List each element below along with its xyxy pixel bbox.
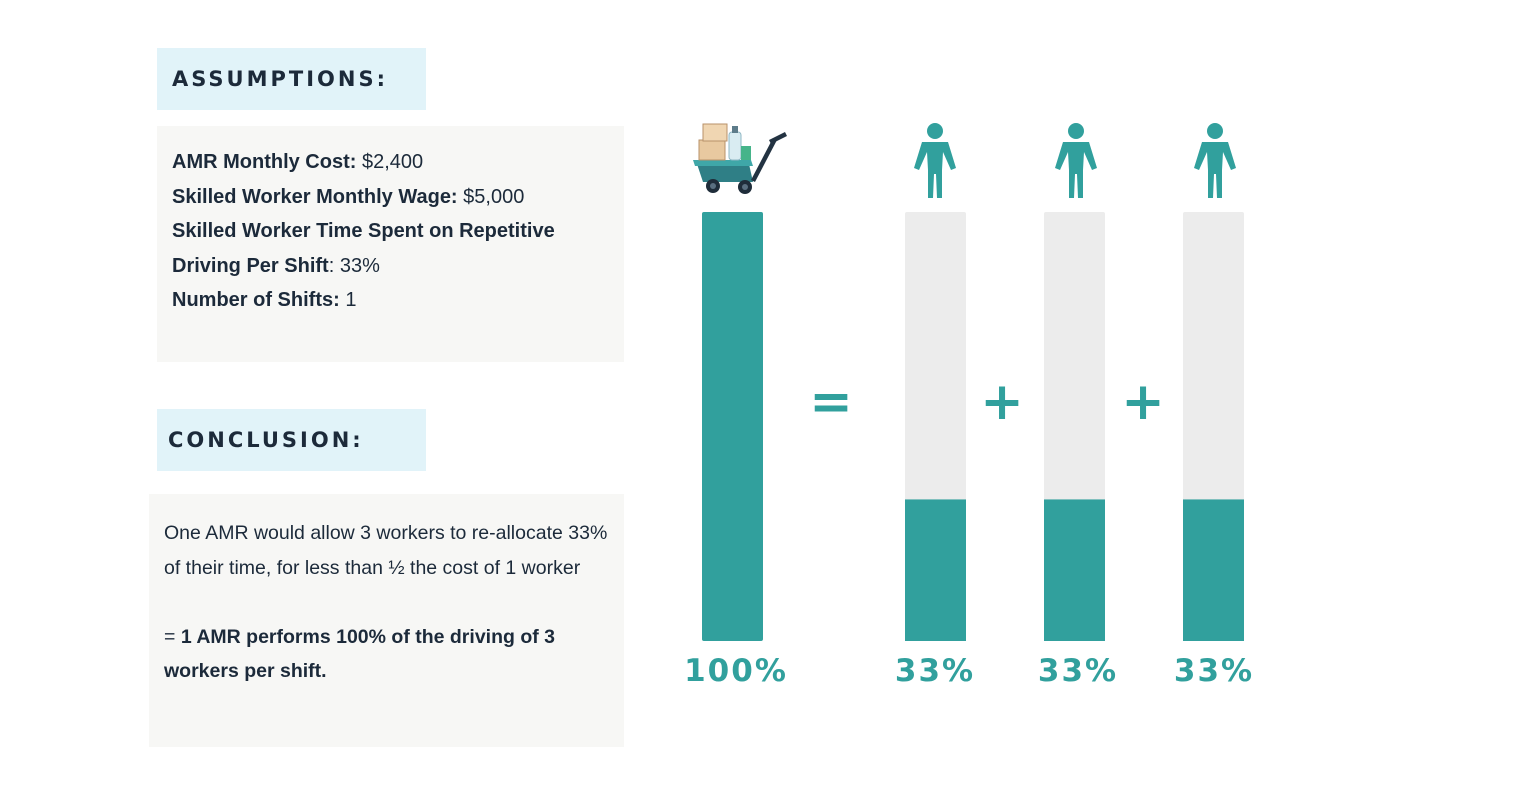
bar-value-label: 33%: [895, 653, 975, 689]
bar-value-label: 100%: [684, 653, 788, 689]
conclusion-text: One AMR would allow 3 workers to re-allo…: [164, 522, 608, 579]
assumption-line-shifts: Number of Shifts: 1: [172, 283, 624, 318]
assumption-line-time-spent: Skilled Worker Time Spent on Repetitive: [172, 214, 624, 249]
bar-value-label: 33%: [1038, 653, 1118, 689]
bar: [702, 212, 763, 641]
assumption-line-amr-cost: AMR Monthly Cost: $2,400: [172, 145, 624, 180]
person-icon: [914, 123, 956, 198]
bar: [1044, 499, 1105, 641]
conclusion-title: CONCLUSION:: [168, 428, 364, 452]
bar: [905, 499, 966, 641]
plus-sign: +: [980, 372, 1024, 432]
assumption-value: $5,000: [457, 185, 525, 208]
equals-sign: =: [809, 372, 853, 432]
assumption-value: : 33%: [328, 254, 380, 277]
plus-sign: +: [1121, 372, 1165, 432]
conclusion-bold-text: 1 AMR performs 100% of the driving of 3 …: [164, 625, 555, 683]
amr-cart-icon: [693, 123, 787, 194]
assumption-line-worker-wage: Skilled Worker Monthly Wage: $5,000: [172, 180, 624, 215]
conclusion-summary: = 1 AMR performs 100% of the driving of …: [164, 620, 609, 689]
conclusion-header: CONCLUSION:: [157, 409, 426, 471]
bar-value-label: 33%: [1174, 653, 1254, 689]
chart-layer: 100% 33% 33% 33% = + +: [684, 123, 1254, 689]
person-icon: [1055, 123, 1097, 198]
assumption-label: Number of Shifts:: [172, 289, 340, 311]
assumption-label: Skilled Worker Time Spent on Repetitive: [172, 220, 555, 242]
conclusion-panel: One AMR would allow 3 workers to re-allo…: [149, 494, 624, 747]
assumptions-title: ASSUMPTIONS:: [172, 67, 388, 91]
person-icon: [1194, 123, 1236, 198]
bar: [1183, 499, 1244, 641]
assumption-label: Driving Per Shift: [172, 254, 329, 277]
assumption-label: Skilled Worker Monthly Wage:: [172, 185, 458, 208]
assumption-label: AMR Monthly Cost:: [172, 151, 357, 173]
assumptions-header: ASSUMPTIONS:: [157, 48, 426, 110]
assumption-value: $2,400: [356, 151, 424, 173]
assumptions-panel: AMR Monthly Cost: $2,400 Skilled Worker …: [157, 126, 624, 362]
conclusion-prefix: =: [164, 625, 181, 648]
assumption-value: 1: [339, 289, 357, 311]
assumption-line-driving: Driving Per Shift: 33%: [172, 249, 624, 284]
